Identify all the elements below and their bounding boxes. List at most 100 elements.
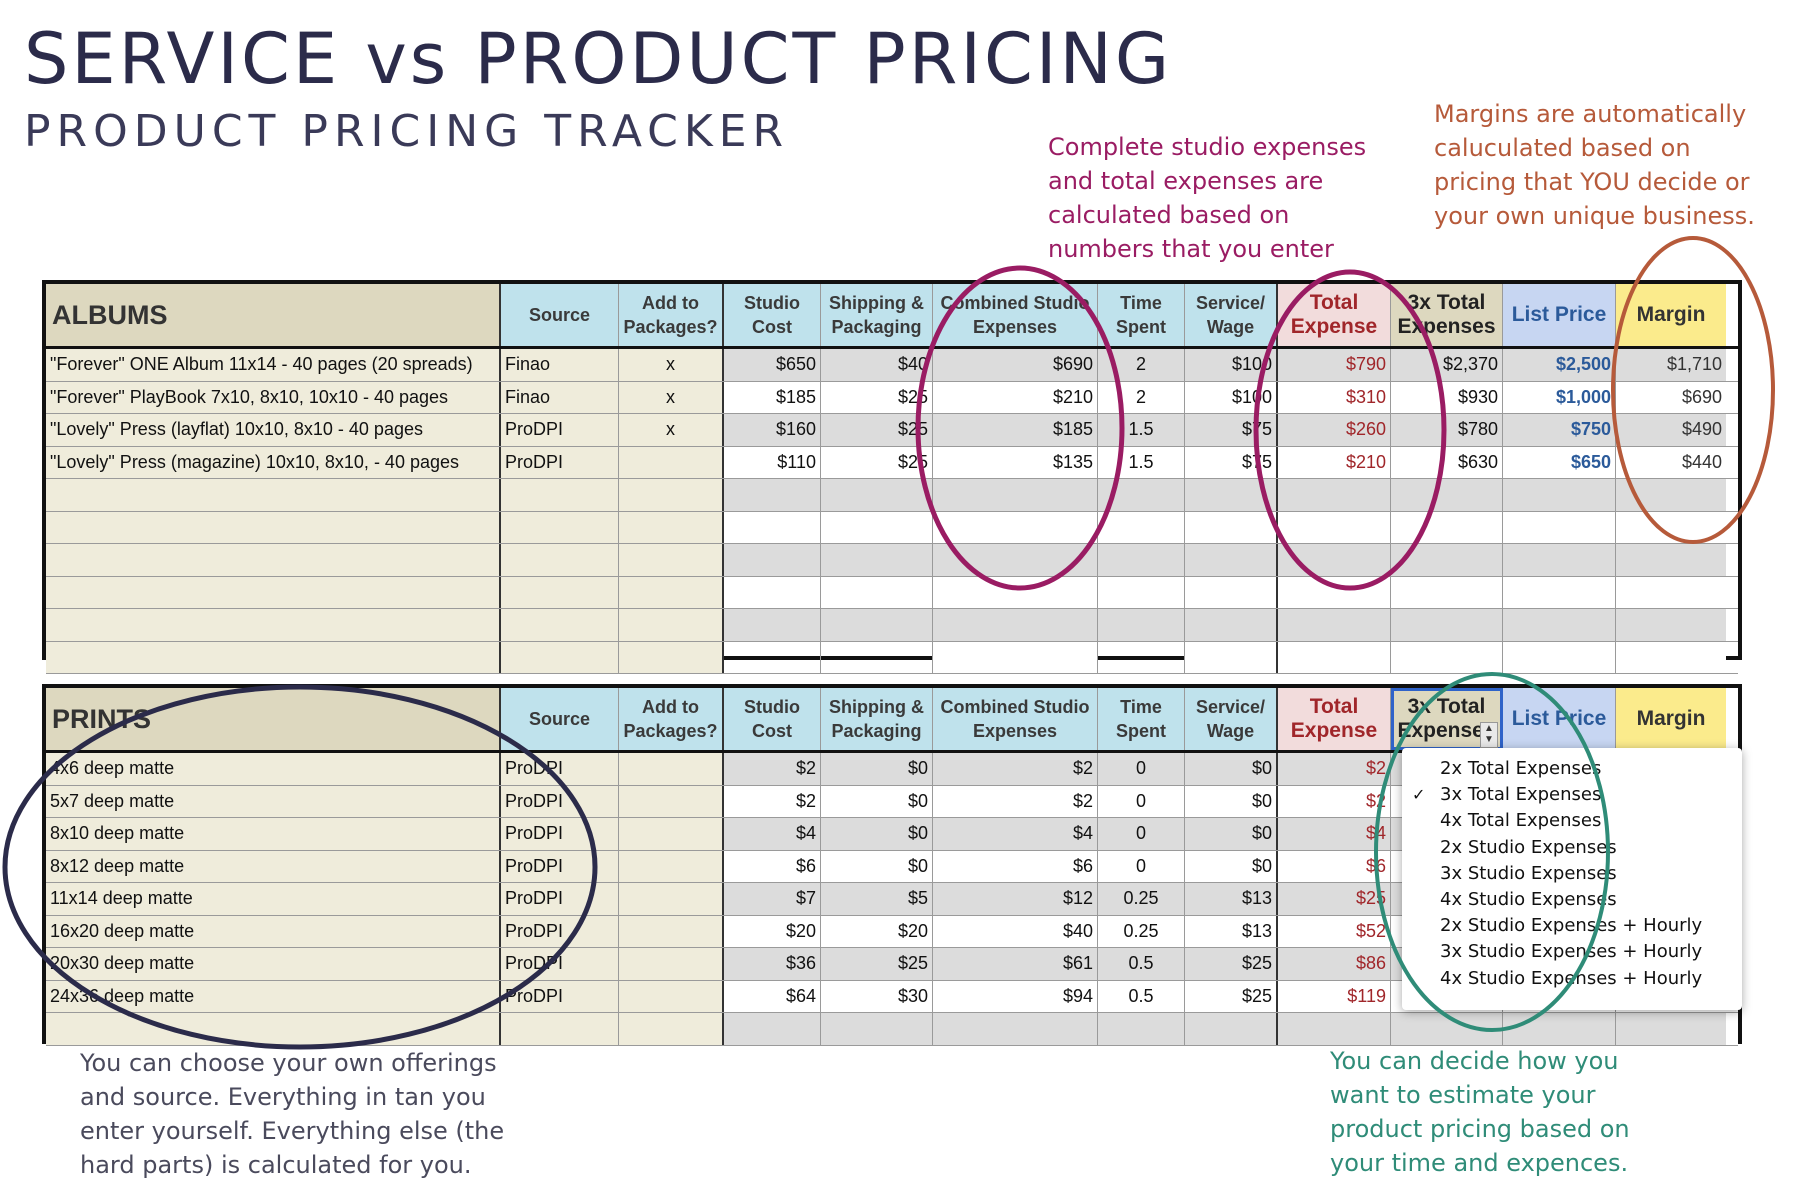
list-price-cell[interactable]: $750 (1503, 414, 1616, 446)
add-to-packages-cell[interactable] (619, 850, 724, 882)
three-x-total-cell[interactable] (1391, 641, 1503, 673)
source-cell[interactable] (501, 576, 619, 608)
wage-cell[interactable]: $13 (1185, 883, 1278, 915)
item-cell[interactable]: "Forever" PlayBook 7x10, 8x10, 10x10 - 4… (46, 381, 501, 413)
item-cell[interactable]: 4x6 deep matte (46, 753, 501, 785)
time-spent-cell[interactable] (1098, 576, 1185, 608)
time-spent-cell[interactable] (1098, 544, 1185, 576)
time-spent-cell[interactable] (1098, 609, 1185, 641)
time-spent-cell[interactable]: 0 (1098, 753, 1185, 785)
item-cell[interactable]: 11x14 deep matte (46, 883, 501, 915)
wage-cell[interactable] (1185, 576, 1278, 608)
dropdown-option[interactable]: 4x Total Expenses (1402, 808, 1742, 834)
source-cell[interactable]: ProDPI (501, 980, 619, 1012)
three-x-total-cell[interactable]: $930 (1391, 381, 1503, 413)
combined-expenses-cell[interactable] (933, 576, 1098, 608)
list-price-cell[interactable]: $1,000 (1503, 381, 1616, 413)
source-cell[interactable]: ProDPI (501, 818, 619, 850)
margin-cell[interactable] (1616, 576, 1726, 608)
three-x-total-cell[interactable] (1391, 479, 1503, 511)
source-cell[interactable] (501, 511, 619, 543)
pricing-method-dropdown[interactable]: 2x Total Expenses ✓ 3x Total Expenses 4x To… (1402, 748, 1742, 1010)
margin-cell[interactable] (1616, 641, 1726, 673)
total-expense-cell[interactable] (1278, 1013, 1391, 1045)
add-to-packages-cell[interactable] (619, 818, 724, 850)
studio-cost-cell[interactable]: $36 (724, 948, 821, 980)
combined-expenses-cell[interactable]: $12 (933, 883, 1098, 915)
total-expense-cell[interactable] (1278, 609, 1391, 641)
wage-cell[interactable]: $13 (1185, 915, 1278, 947)
source-cell[interactable]: ProDPI (501, 753, 619, 785)
three-x-total-cell[interactable] (1391, 544, 1503, 576)
wage-cell[interactable]: $0 (1185, 753, 1278, 785)
wage-cell[interactable] (1185, 641, 1278, 673)
add-to-packages-cell[interactable] (619, 980, 724, 1012)
source-cell[interactable]: ProDPI (501, 883, 619, 915)
total-expense-cell[interactable]: $2 (1278, 753, 1391, 785)
list-price-cell[interactable]: $650 (1503, 446, 1616, 478)
combined-expenses-cell[interactable]: $61 (933, 948, 1098, 980)
select-stepper-icon[interactable]: ▲ ▼ (1480, 722, 1498, 748)
wage-cell[interactable]: $0 (1185, 818, 1278, 850)
source-cell[interactable]: Finao (501, 381, 619, 413)
source-cell[interactable] (501, 609, 619, 641)
add-to-packages-cell[interactable] (619, 915, 724, 947)
source-cell[interactable]: Finao (501, 349, 619, 381)
list-price-cell[interactable] (1503, 609, 1616, 641)
three-x-total-cell[interactable] (1391, 511, 1503, 543)
combined-expenses-cell[interactable]: $210 (933, 381, 1098, 413)
add-to-packages-cell[interactable] (619, 948, 724, 980)
studio-cost-cell[interactable]: $2 (724, 753, 821, 785)
shipping-cell[interactable] (821, 641, 933, 673)
total-expense-cell[interactable]: $210 (1278, 446, 1391, 478)
source-cell[interactable] (501, 641, 619, 673)
shipping-cell[interactable]: $5 (821, 883, 933, 915)
add-to-packages-cell[interactable] (619, 511, 724, 543)
source-cell[interactable] (501, 1013, 619, 1045)
item-cell[interactable] (46, 479, 501, 511)
add-to-packages-cell[interactable] (619, 753, 724, 785)
item-cell[interactable]: 8x12 deep matte (46, 850, 501, 882)
source-cell[interactable] (501, 479, 619, 511)
item-cell[interactable] (46, 576, 501, 608)
dropdown-option[interactable]: ✓ 3x Total Expenses (1402, 782, 1742, 808)
three-x-total-cell[interactable]: $780 (1391, 414, 1503, 446)
total-expense-cell[interactable]: $2 (1278, 785, 1391, 817)
studio-cost-cell[interactable] (724, 576, 821, 608)
time-spent-cell[interactable]: 0 (1098, 785, 1185, 817)
studio-cost-cell[interactable] (724, 544, 821, 576)
time-spent-cell[interactable]: 0.25 (1098, 915, 1185, 947)
shipping-cell[interactable]: $0 (821, 785, 933, 817)
dropdown-option[interactable]: 3x Studio Expenses (1402, 861, 1742, 887)
three-x-total-cell[interactable] (1391, 609, 1503, 641)
source-cell[interactable]: ProDPI (501, 915, 619, 947)
wage-cell[interactable]: $75 (1185, 446, 1278, 478)
combined-expenses-cell[interactable]: $40 (933, 915, 1098, 947)
shipping-cell[interactable] (821, 544, 933, 576)
studio-cost-cell[interactable]: $160 (724, 414, 821, 446)
margin-cell[interactable] (1616, 609, 1726, 641)
three-x-total-cell[interactable] (1391, 1013, 1503, 1045)
item-cell[interactable] (46, 641, 501, 673)
combined-expenses-cell[interactable]: $135 (933, 446, 1098, 478)
item-cell[interactable] (46, 1013, 501, 1045)
add-to-packages-cell[interactable]: x (619, 414, 724, 446)
list-price-cell[interactable] (1503, 576, 1616, 608)
header-3x-total[interactable]: 3x Total Expenses (1391, 284, 1503, 346)
time-spent-cell[interactable]: 0.25 (1098, 883, 1185, 915)
add-to-packages-cell[interactable] (619, 479, 724, 511)
three-x-total-cell[interactable] (1391, 576, 1503, 608)
wage-cell[interactable]: $100 (1185, 349, 1278, 381)
list-price-cell[interactable] (1503, 1013, 1616, 1045)
studio-cost-cell[interactable]: $7 (724, 883, 821, 915)
shipping-cell[interactable]: $25 (821, 414, 933, 446)
time-spent-cell[interactable]: 0 (1098, 818, 1185, 850)
shipping-cell[interactable]: $0 (821, 818, 933, 850)
studio-cost-cell[interactable]: $20 (724, 915, 821, 947)
combined-expenses-cell[interactable] (933, 1013, 1098, 1045)
studio-cost-cell[interactable]: $6 (724, 850, 821, 882)
time-spent-cell[interactable]: 0 (1098, 850, 1185, 882)
item-cell[interactable]: 16x20 deep matte (46, 915, 501, 947)
list-price-cell[interactable]: $2,500 (1503, 349, 1616, 381)
shipping-cell[interactable]: $0 (821, 753, 933, 785)
